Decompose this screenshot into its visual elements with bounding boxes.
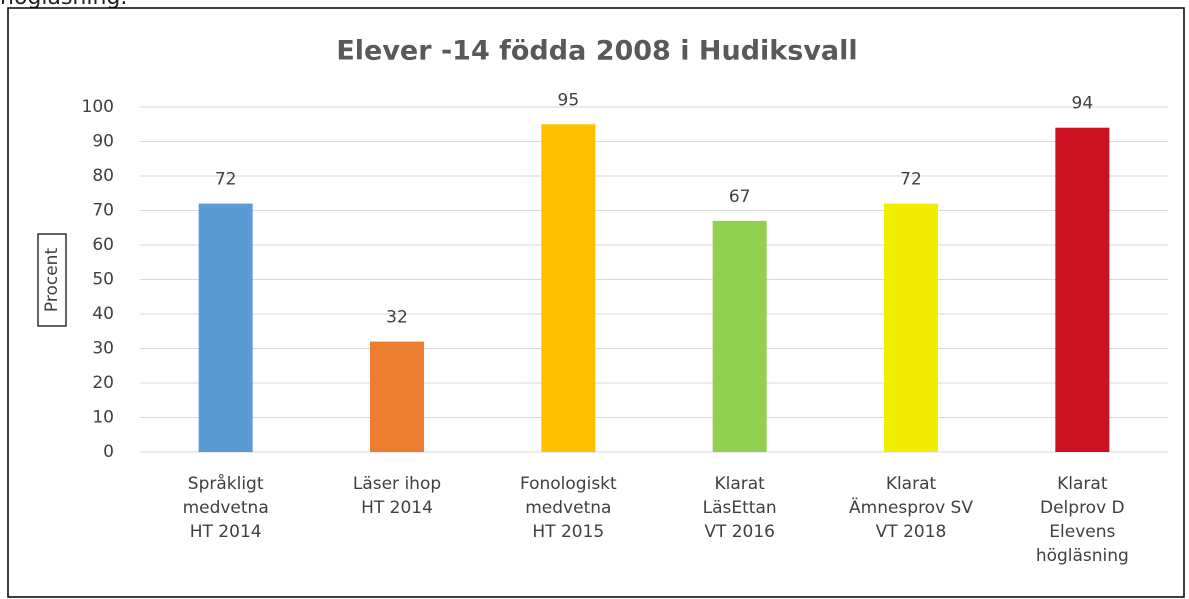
y-tick-label: 40 [92,304,114,324]
data-label: 95 [558,90,580,110]
bar [198,203,253,452]
bar [884,203,938,452]
y-axis-label: Procent [42,248,62,313]
data-label: 72 [215,170,237,190]
y-tick-label: 20 [92,373,114,393]
y-tick-label: 0 [103,442,114,462]
y-tick-label: 90 [92,132,114,152]
y-tick-label: 70 [92,201,114,221]
data-label: 72 [900,170,922,190]
y-tick-label: 100 [82,97,114,117]
y-tick-label: 50 [92,270,114,290]
y-tick-label: 30 [92,339,114,359]
y-tick-label: 80 [92,166,114,186]
x-tick-label: Klarat Ämnesprov SV VT 2018 [849,474,973,542]
x-tick-label: Språkligt medvetna HT 2014 [183,473,269,542]
bar [712,220,767,452]
bar [541,124,596,452]
above-text: högläsning. [0,0,127,10]
data-label: 94 [1072,94,1094,114]
y-label-box [37,233,67,327]
y-tick-label: 60 [92,235,114,255]
x-tick-label: Läser ihop HT 2014 [353,474,441,518]
bar [370,341,424,452]
data-label: 32 [386,308,408,328]
bar [1055,127,1110,452]
chart-title: Elever -14 födda 2008 i Hudiksvall [336,36,857,67]
y-tick-label: 10 [92,408,114,428]
x-tick-label: Klarat LäsEttan VT 2016 [703,474,777,542]
x-tick-label: Fonologiskt medvetna HT 2015 [520,474,617,542]
x-tick-label: Klarat Delprov D Elevens högläsning [1036,474,1129,566]
data-label: 67 [729,187,751,207]
